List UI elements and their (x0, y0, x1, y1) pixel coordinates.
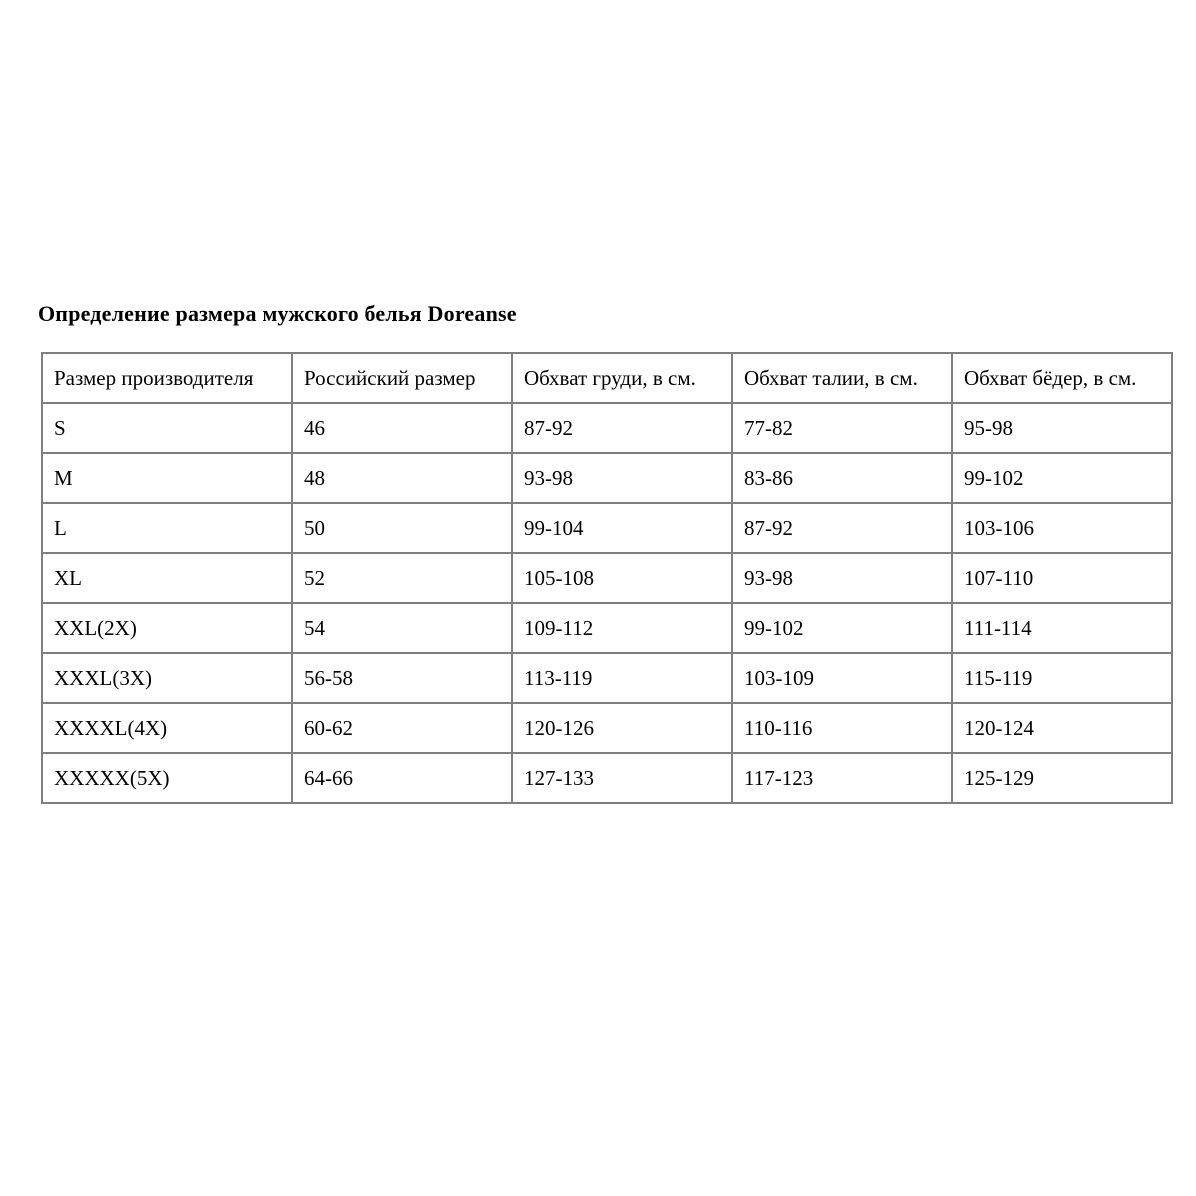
size-chart-table: Размер производителя Российский размер О… (41, 352, 1173, 804)
table-row: XXXXL(4X) 60-62 120-126 110-116 120-124 (41, 702, 1173, 754)
table-row: XXXXX(5X) 64-66 127-133 117-123 125-129 (41, 752, 1173, 804)
header-hips: Обхват бёдер, в см. (951, 352, 1173, 404)
header-waist: Обхват талии, в см. (731, 352, 953, 404)
table-cell: M (41, 452, 293, 504)
table-cell: 77-82 (731, 402, 953, 454)
table-cell: 48 (291, 452, 513, 504)
table-cell: S (41, 402, 293, 454)
header-manufacturer-size: Размер производителя (41, 352, 293, 404)
table-cell: 46 (291, 402, 513, 454)
table-cell: 83-86 (731, 452, 953, 504)
table-cell: 93-98 (731, 552, 953, 604)
table-cell: 125-129 (951, 752, 1173, 804)
header-russian-size: Российский размер (291, 352, 513, 404)
table-cell: 115-119 (951, 652, 1173, 704)
table-cell: 107-110 (951, 552, 1173, 604)
table-cell: 99-102 (951, 452, 1173, 504)
table-row: M 48 93-98 83-86 99-102 (41, 452, 1173, 504)
table-cell: 103-106 (951, 502, 1173, 554)
table-cell: XXXXX(5X) (41, 752, 293, 804)
table-cell: 117-123 (731, 752, 953, 804)
table-row: XXXL(3X) 56-58 113-119 103-109 115-119 (41, 652, 1173, 704)
table-cell: L (41, 502, 293, 554)
table-row: XXL(2X) 54 109-112 99-102 111-114 (41, 602, 1173, 654)
table-cell: XXXL(3X) (41, 652, 293, 704)
table-cell: 64-66 (291, 752, 513, 804)
table-cell: 54 (291, 602, 513, 654)
table-cell: 120-126 (511, 702, 733, 754)
table-cell: 60-62 (291, 702, 513, 754)
table-cell: 105-108 (511, 552, 733, 604)
table-cell: 87-92 (511, 402, 733, 454)
table-header-row: Размер производителя Российский размер О… (41, 352, 1173, 404)
table-cell: XXXXL(4X) (41, 702, 293, 754)
table-cell: 127-133 (511, 752, 733, 804)
table-cell: 87-92 (731, 502, 953, 554)
table-cell: 52 (291, 552, 513, 604)
table-cell: 99-102 (731, 602, 953, 654)
page-title: Определение размера мужского белья Dorea… (38, 301, 517, 326)
table-row: S 46 87-92 77-82 95-98 (41, 402, 1173, 454)
table-row: L 50 99-104 87-92 103-106 (41, 502, 1173, 554)
table-cell: 111-114 (951, 602, 1173, 654)
table-row: XL 52 105-108 93-98 107-110 (41, 552, 1173, 604)
table-cell: 99-104 (511, 502, 733, 554)
table-cell: 120-124 (951, 702, 1173, 754)
table-cell: 109-112 (511, 602, 733, 654)
table-cell: XXL(2X) (41, 602, 293, 654)
table-cell: 113-119 (511, 652, 733, 704)
table-cell: 110-116 (731, 702, 953, 754)
table-cell: 56-58 (291, 652, 513, 704)
table-cell: 50 (291, 502, 513, 554)
table-cell: XL (41, 552, 293, 604)
table-cell: 103-109 (731, 652, 953, 704)
table-cell: 93-98 (511, 452, 733, 504)
header-chest: Обхват груди, в см. (511, 352, 733, 404)
table-cell: 95-98 (951, 402, 1173, 454)
